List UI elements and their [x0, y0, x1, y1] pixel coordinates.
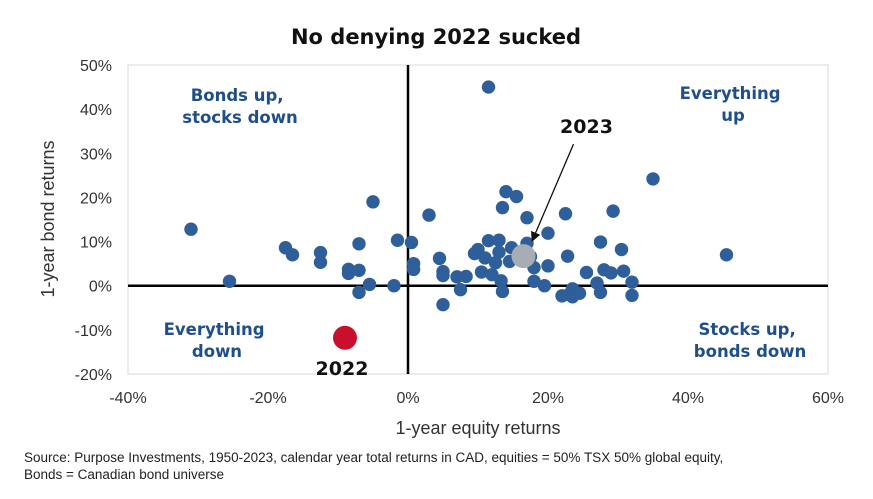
quadrant-label-top-right-line2: up: [721, 106, 745, 125]
chart-title: No denying 2022 sucked: [291, 25, 581, 49]
quadrant-label-bottom-right: Stocks up, bonds down: [694, 320, 806, 361]
x-tick-label: 60%: [812, 390, 844, 407]
highlighted-points: 2022 2023: [316, 116, 613, 380]
quadrant-label-bottom-right-line1: Stocks up,: [698, 320, 795, 339]
data-point: [614, 242, 629, 257]
highlight-point-2023: [511, 244, 536, 269]
data-point: [352, 285, 366, 300]
data-point: [453, 282, 468, 297]
plot-area: [127, 64, 829, 375]
source-note: Source: Purpose Investments, 1950-2023, …: [24, 449, 864, 483]
data-point: [313, 255, 328, 270]
source-line-2: Bonds = Canadian bond universe: [24, 467, 225, 482]
quadrant-label-top-left: Bonds up, stocks down: [182, 86, 298, 127]
highlight-label-2022: 2022: [316, 358, 369, 380]
data-point: [593, 235, 608, 249]
data-point: [579, 265, 594, 280]
data-point: [719, 248, 734, 262]
data-point: [366, 195, 380, 209]
data-point: [492, 233, 506, 247]
data-point: [646, 172, 660, 186]
y-tick-label: 10%: [80, 235, 112, 252]
data-point: [474, 265, 489, 279]
data-point: [459, 269, 473, 284]
data-point: [404, 235, 419, 250]
data-point: [625, 275, 639, 289]
quadrant-labels: Bonds up, stocks down Everything up Ever…: [164, 84, 807, 361]
data-point: [390, 233, 405, 247]
data-point: [560, 249, 575, 263]
data-point: [537, 279, 552, 293]
data-point: [313, 245, 328, 260]
data-point: [572, 286, 587, 300]
data-point: [593, 285, 608, 300]
data-point: [481, 233, 496, 248]
quadrant-label-top-left-line1: Bonds up,: [191, 86, 284, 105]
data-point: [625, 288, 639, 303]
x-axis-label: 1-year equity returns: [395, 418, 560, 438]
quadrant-label-bottom-left-line1: Everything: [164, 320, 265, 339]
y-tick-label: 50%: [80, 58, 112, 75]
quadrant-label-top-right: Everything up: [680, 84, 787, 125]
y-tick-label: 0%: [89, 279, 112, 296]
data-point: [492, 245, 506, 259]
data-point: [481, 80, 496, 94]
data-point: [541, 226, 555, 240]
x-tick-label: 20%: [532, 390, 564, 407]
highlight-label-2023: 2023: [560, 116, 613, 138]
data-point: [436, 297, 450, 312]
data-point: [604, 266, 618, 280]
y-tick-label: 40%: [80, 102, 112, 119]
data-point: [341, 266, 356, 281]
quadrant-label-bottom-left-line2: down: [192, 342, 242, 361]
x-tick-label: -40%: [109, 390, 146, 407]
data-point: [495, 200, 510, 215]
y-tick-label: 30%: [80, 146, 112, 163]
data-point: [527, 274, 541, 288]
x-tick-label: 0%: [396, 390, 419, 407]
x-tick-label: -20%: [249, 390, 286, 407]
data-point: [362, 277, 377, 292]
data-point: [494, 274, 508, 288]
data-point: [558, 207, 573, 221]
data-point: [488, 256, 503, 270]
quadrant-label-top-left-line2: stocks down: [182, 108, 298, 127]
source-line-1: Source: Purpose Investments, 1950-2023, …: [24, 450, 724, 465]
data-point: [352, 263, 366, 277]
y-axis-label: 1-year bond returns: [38, 140, 58, 297]
data-point: [285, 248, 300, 262]
tick-labels: -40% -20% 0% 20% 40% 60% -20% -10% 0% 10% 20% 30% 40…: [75, 58, 844, 407]
data-point: [184, 222, 198, 236]
quadrant-label-bottom-left: Everything down: [164, 320, 271, 361]
quadrant-label-bottom-right-line2: bonds down: [694, 342, 806, 361]
data-point: [432, 251, 447, 266]
y-tick-label: -20%: [75, 367, 112, 384]
data-point: [478, 251, 492, 265]
data-point: [606, 204, 620, 218]
data-point: [495, 284, 510, 299]
data-point: [616, 264, 631, 278]
data-point: [222, 274, 237, 288]
y-tick-label: 20%: [80, 190, 112, 207]
data-point: [520, 211, 534, 225]
callout-arrow-2023: [531, 143, 575, 242]
data-point: [352, 237, 366, 251]
data-points: [184, 80, 734, 312]
y-tick-label: -10%: [75, 323, 112, 340]
data-point: [422, 208, 436, 222]
data-point: [406, 262, 421, 277]
highlight-point-2022: [333, 325, 357, 350]
x-tick-label: 40%: [672, 390, 704, 407]
data-point: [436, 268, 450, 283]
quadrant-label-top-right-line1: Everything: [680, 84, 781, 103]
data-point: [387, 279, 401, 293]
data-point: [509, 189, 524, 204]
data-point: [541, 259, 555, 273]
data-point: [499, 184, 513, 199]
